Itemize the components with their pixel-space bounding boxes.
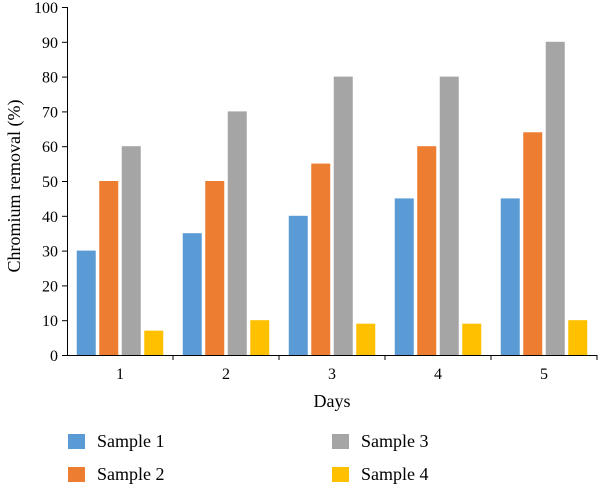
y-axis-title: Chromium removal (%) <box>4 100 25 273</box>
y-tick-label: 100 <box>34 0 58 17</box>
bar <box>288 215 308 355</box>
x-tick-label: 4 <box>434 366 442 383</box>
y-tick-label: 60 <box>42 139 58 156</box>
bar <box>568 320 588 355</box>
y-tick-label: 10 <box>42 313 58 330</box>
bar <box>394 198 414 355</box>
bar <box>417 146 437 355</box>
bar <box>250 320 270 355</box>
x-axis-title: Days <box>314 391 351 411</box>
y-tick-label: 90 <box>42 35 58 52</box>
bar <box>182 233 202 355</box>
y-tick-label: 0 <box>50 348 58 365</box>
x-tick-label: 3 <box>328 366 336 383</box>
y-tick-label: 80 <box>42 70 58 87</box>
y-tick-labels: 0 10 20 30 40 50 60 70 80 90 100 <box>34 0 67 365</box>
y-tick-label: 40 <box>42 209 58 226</box>
bars-group <box>76 41 588 356</box>
bar <box>227 111 247 356</box>
bar <box>311 163 331 355</box>
y-tick-label: 70 <box>42 104 58 121</box>
x-tick-labels: 1 2 3 4 5 <box>116 355 598 383</box>
bar <box>545 41 565 356</box>
y-tick-label: 20 <box>42 278 58 295</box>
bar <box>333 76 353 355</box>
bar <box>76 250 96 355</box>
x-tick-label: 5 <box>540 366 548 383</box>
bar <box>121 146 141 355</box>
bar <box>462 323 482 355</box>
bar <box>99 181 119 355</box>
y-tick-label: 50 <box>42 174 58 191</box>
bar <box>356 323 376 355</box>
y-tick-label: 30 <box>42 244 58 261</box>
x-tick-label: 1 <box>116 366 124 383</box>
bar <box>144 330 164 355</box>
bar <box>439 76 459 355</box>
x-tick-label: 2 <box>222 366 230 383</box>
bar <box>523 132 543 355</box>
bar <box>500 198 520 355</box>
bar <box>205 181 225 355</box>
